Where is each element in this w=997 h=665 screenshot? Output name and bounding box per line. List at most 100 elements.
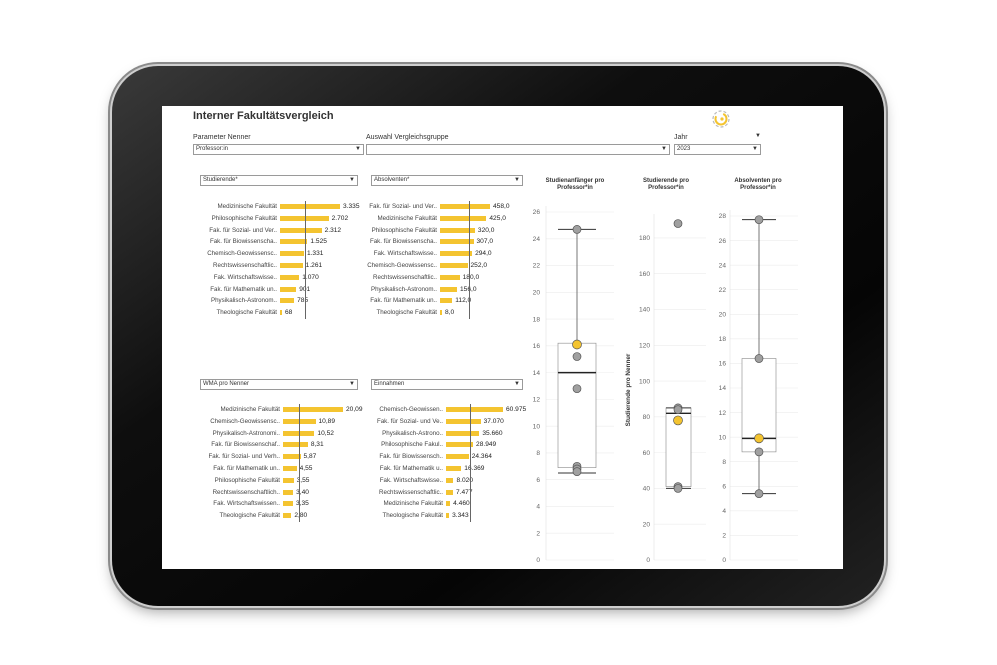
absolventen-row[interactable]: Physikalisch-Astronom.. 156,0 [337, 284, 530, 295]
studierende-row[interactable]: Fak. für Mathematik un.. 901 [166, 284, 380, 295]
absolventen-row[interactable]: Medizinische Fakultät 425,0 [337, 213, 530, 224]
absolventen-bar [440, 239, 474, 245]
y-tick-label: 180 [639, 235, 650, 242]
wma-row-value: 20,09 [346, 406, 363, 413]
einnahmen-row-value: 16.369 [464, 465, 485, 472]
y-tick-label: 16 [533, 343, 541, 350]
einnahmen-row-label: Chemisch-Geowissen.. [379, 406, 443, 413]
wma-row[interactable]: Physikalisch-Astronomi.. 10,52 [166, 428, 383, 439]
absolventen-row[interactable]: Rechtswissenschaftlic.. 180,0 [337, 272, 530, 283]
studierende-row[interactable]: Chemisch-Geowissensc.. 1.331 [166, 248, 380, 259]
wma-row[interactable]: Fak. für Biowissenschaf.. 8,31 [166, 439, 383, 450]
studierende-selector[interactable]: Studierende* ▼ [200, 175, 358, 186]
studierende-row[interactable]: Fak. für Sozial- und Ver.. 2.312 [166, 225, 380, 236]
data-point[interactable] [572, 467, 582, 477]
absolventen-row[interactable]: Fak. für Biowissenscha.. 307,0 [337, 236, 530, 247]
jahr-dropdown[interactable]: 2023 ▼ [674, 144, 761, 155]
wma-bar [283, 477, 294, 483]
y-tick-label: 22 [719, 287, 727, 294]
einnahmen-row[interactable]: Fak. für Mathematik u.. 16.369 [337, 463, 543, 474]
wma-row-value: 10,89 [318, 417, 336, 425]
y-tick-label: 12 [719, 410, 727, 417]
wma-row[interactable]: Medizinische Fakultät 20,09 [166, 404, 383, 415]
absolventen-row[interactable]: Philosophische Fakultät 320,0 [337, 225, 530, 236]
studierende-row[interactable]: Philosophische Fakultät 2.702 [166, 213, 380, 224]
wma-row-label: Fak. für Mathematik un.. [213, 465, 280, 472]
studierende-row[interactable]: Fak. für Biowissenscha.. 1.525 [166, 236, 380, 247]
y-tick-label: 6 [722, 483, 726, 490]
wma-row[interactable]: Fak. Wirtschaftswissen.. 3,35 [166, 498, 383, 509]
wma-row[interactable]: Fak. für Mathematik un.. 4,55 [166, 463, 383, 474]
einnahmen-row-label: Fak. für Biowissensch.. [379, 453, 443, 461]
data-point[interactable] [754, 489, 764, 499]
einnahmen-row[interactable]: Rechtswissenschaftlic.. 7.477 [337, 487, 543, 498]
chevron-down-icon: ▼ [661, 146, 667, 152]
einnahmen-row-value: 60.975 [506, 406, 527, 413]
highlight-point[interactable] [673, 415, 683, 426]
absolventen-row[interactable]: Fak. für Sozial- und Ver.. 458,0 [337, 201, 530, 212]
studierende-row[interactable]: Rechtswissenschaftlic.. 1.261 [166, 260, 380, 271]
wma-row-value: 10,52 [317, 429, 334, 437]
einnahmen-row[interactable]: Physikalisch-Astrono.. 35.660 [337, 428, 543, 439]
data-point[interactable] [673, 219, 683, 228]
studierende-bar [280, 239, 308, 245]
y-tick-label: 28 [719, 213, 727, 220]
wma-row[interactable]: Philosophische Fakultät 3,55 [166, 475, 383, 486]
studierende-row-label: Medizinische Fakultät [217, 203, 278, 210]
wma-row[interactable]: Theologische Fakultät 2,80 [166, 510, 383, 521]
einnahmen-bar [446, 454, 469, 460]
studierende-row-value: 1.525 [310, 238, 327, 246]
absolventen-bar-list: Fak. für Sozial- und Ver.. 458,0 Medizinis… [337, 201, 527, 319]
absolventen-row-label: Philosophische Fakultät [371, 226, 437, 234]
data-point[interactable] [754, 215, 764, 225]
absolventen-selector[interactable]: Absolventen* ▼ [371, 175, 523, 186]
einnahmen-row[interactable]: Fak. für Sozial- und Ve.. 37.070 [337, 416, 543, 427]
data-point[interactable] [754, 354, 764, 363]
absolventen-row[interactable]: Chemisch-Geowissensc.. 252,0 [337, 260, 530, 271]
absolventen-row[interactable]: Fak. für Mathematik un.. 112,0 [337, 295, 530, 306]
studierende-row[interactable]: Medizinische Fakultät 3.335 [166, 201, 380, 212]
absolventen-row[interactable]: Theologische Fakultät 8,0 [337, 307, 530, 318]
studierende-row[interactable]: Physikalisch-Astronom.. 785 [166, 295, 380, 306]
highlight-point[interactable] [754, 433, 764, 444]
absolventen-row[interactable]: Fak. Wirtschaftswisse.. 294,0 [337, 248, 530, 259]
nenner-dropdown[interactable]: Professor:in ▼ [193, 144, 364, 155]
data-point[interactable] [572, 225, 582, 234]
wma-row-value: 8,31 [310, 441, 324, 449]
absolventen-row-value: 252,0 [470, 262, 488, 269]
wma-row[interactable]: Fak. für Sozial- und Verh.. 5,87 [166, 451, 383, 462]
einnahmen-selector[interactable]: Einnahmen ▼ [371, 379, 523, 390]
einnahmen-row[interactable]: Chemisch-Geowissen.. 60.975 [337, 404, 543, 415]
einnahmen-row[interactable]: Philosophische Fakul.. 28.949 [337, 439, 543, 450]
einnahmen-row[interactable]: Fak. für Biowissensch.. 24.364 [337, 451, 543, 462]
wma-selector[interactable]: WMA pro Nenner ▼ [200, 379, 358, 390]
jahr-menu-icon[interactable]: ▼ [755, 133, 761, 139]
wma-selector-value: WMA pro Nenner [203, 381, 250, 387]
y-tick-label: 0 [722, 557, 726, 564]
einnahmen-bar [446, 477, 454, 483]
studierende-row-value: 785 [297, 297, 309, 305]
data-point[interactable] [754, 447, 764, 457]
einnahmen-row[interactable]: Theologische Fakultät 3.343 [337, 510, 543, 521]
absolventen-bar [440, 251, 473, 257]
data-point[interactable] [572, 352, 582, 361]
wma-row[interactable]: Rechtswissenschaftlich.. 3,40 [166, 487, 383, 498]
dashboard-screen: Interner Fakultätsvergleich Parameter Ne… [162, 106, 843, 569]
einnahmen-row[interactable]: Fak. Wirtschaftswisse.. 8.020 [337, 475, 543, 486]
data-point[interactable] [572, 384, 582, 394]
chevron-down-icon: ▼ [355, 146, 361, 152]
highlight-point[interactable] [572, 339, 582, 350]
absolventen-row-label: Fak. für Biowissenscha.. [369, 238, 437, 246]
boxplot-2: 0 20 40 60 80 100 120 140 160 180 Studierende pro … [625, 214, 706, 564]
data-point[interactable] [673, 405, 683, 415]
einnahmen-row-value: 4.460 [453, 500, 470, 508]
studierende-bar [280, 251, 304, 257]
data-point[interactable] [673, 484, 683, 493]
studierende-row[interactable]: Theologische Fakultät 68 [166, 307, 380, 318]
einnahmen-row[interactable]: Medizinische Fakultät 4.460 [337, 498, 543, 509]
studierende-bar-list: Medizinische Fakultät 3.335 Philosophische… [166, 201, 362, 319]
studierende-row-label: Fak. Wirtschaftswisse.. [213, 273, 277, 281]
y-tick-label: 10 [533, 423, 541, 430]
studierende-row[interactable]: Fak. Wirtschaftswisse.. 1.070 [166, 272, 380, 283]
gruppe-dropdown[interactable]: ▼ [366, 144, 670, 155]
